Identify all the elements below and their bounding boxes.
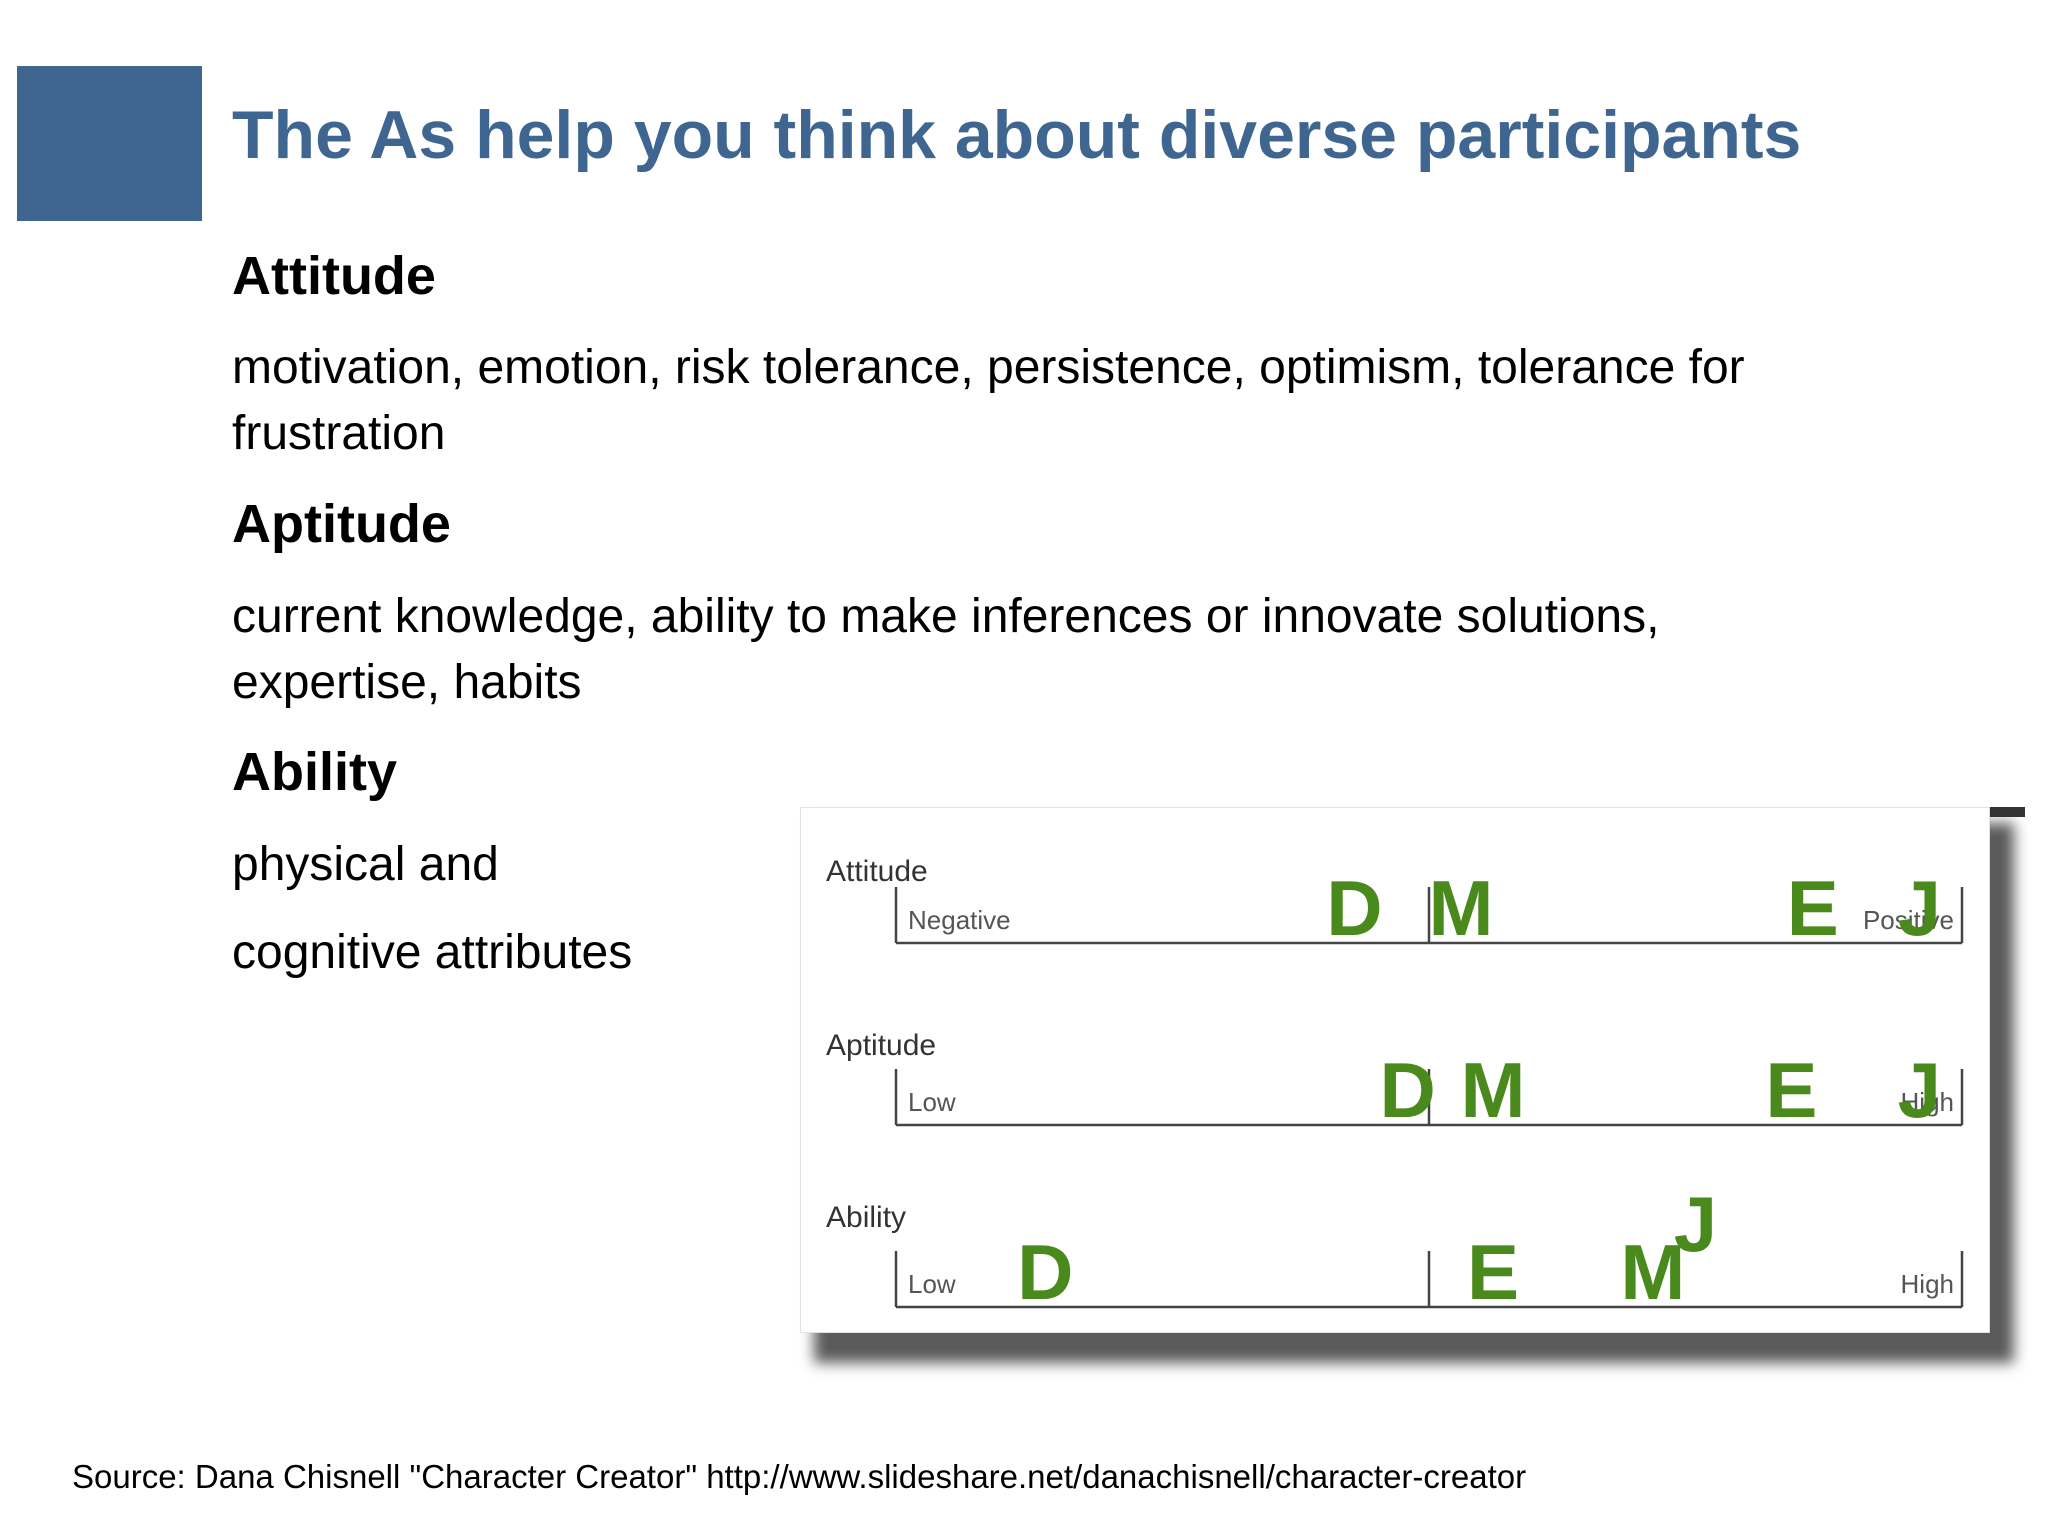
text-ability-line2: cognitive attributes [232,926,633,979]
heading-ability: Ability [232,742,398,802]
diagram-tab [1980,807,2025,817]
row-low-label-attitude: Negative [908,905,1011,935]
row-high-label-attitude: Positive [1863,905,1954,935]
text-attitude: motivation, emotion, risk tolerance, per… [232,341,1745,460]
marker-j-attitude: J [1898,864,1941,952]
row-low-label-ability: Low [908,1269,956,1299]
marker-j-ability: J [1674,1180,1717,1268]
row-label-aptitude: Aptitude [826,1029,936,1062]
marker-j-aptitude: J [1898,1046,1941,1134]
heading-attitude: Attitude [232,246,436,306]
slide-title: The As help you think about diverse part… [232,97,1802,173]
marker-m-aptitude: M [1460,1046,1525,1134]
character-creator-diagram: Attitude Negative Positive D M E J Aptitude Low H… [800,807,2025,1367]
row-high-label-aptitude: High [1901,1087,1954,1117]
diagram-background [800,807,1990,1333]
title-accent-square [17,66,202,221]
marker-d-aptitude: D [1380,1046,1436,1134]
row-low-label-aptitude: Low [908,1087,956,1117]
marker-e-attitude: E [1787,864,1839,952]
marker-e-aptitude: E [1765,1046,1817,1134]
row-label-attitude: Attitude [826,855,928,888]
source-citation: Source: Dana Chisnell "Character Creator… [72,1458,1527,1495]
row-label-ability: Ability [826,1201,906,1234]
marker-e-ability: E [1467,1228,1519,1316]
marker-d-ability: D [1017,1228,1073,1316]
heading-aptitude: Aptitude [232,494,451,554]
text-aptitude: current knowledge, ability to make infer… [232,590,1660,709]
marker-m-attitude: M [1428,864,1493,952]
row-high-label-ability: High [1901,1269,1954,1299]
marker-m-ability: M [1620,1228,1685,1316]
marker-d-attitude: D [1326,864,1382,952]
text-ability-line1: physical and [232,838,499,891]
